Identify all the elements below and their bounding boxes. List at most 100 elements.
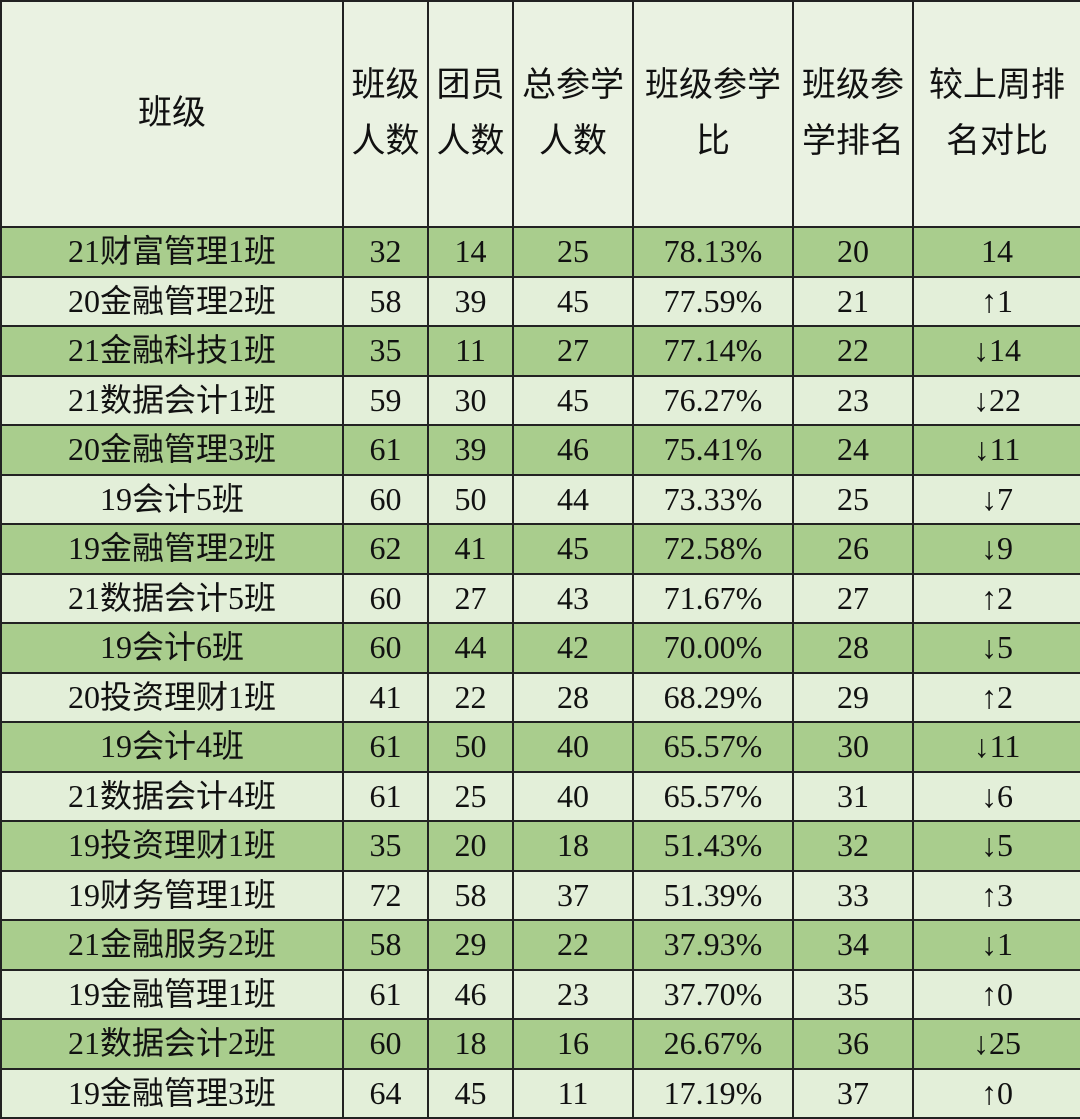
table-cell: 58: [427, 869, 514, 921]
table-cell: 34: [792, 919, 914, 971]
table-cell: 72.58%: [632, 523, 794, 575]
table-cell: 19金融管理1班: [0, 968, 344, 1020]
table-cell: 61: [342, 721, 429, 773]
table-cell: 41: [342, 671, 429, 723]
table-cell: 58: [342, 919, 429, 971]
table-cell: 60: [342, 1018, 429, 1070]
table-cell: 30: [792, 721, 914, 773]
table-row: 19投资理财1班 35 20 18 51.43% 32 ↓5: [0, 820, 1080, 872]
table-cell: 51.43%: [632, 820, 794, 872]
table-cell: 58: [342, 275, 429, 327]
table-cell: ↓9: [912, 523, 1080, 575]
table-cell: 46: [512, 424, 634, 476]
table-cell: 20: [792, 226, 914, 278]
table-cell: 37.70%: [632, 968, 794, 1020]
table-row: 21数据会计4班 61 25 40 65.57% 31 ↓6: [0, 770, 1080, 822]
table-cell: 21金融服务2班: [0, 919, 344, 971]
table-row: 21数据会计5班 60 27 43 71.67% 27 ↑2: [0, 572, 1080, 624]
table-cell: 19金融管理3班: [0, 1067, 344, 1119]
table-cell: 71.67%: [632, 572, 794, 624]
table-cell: 35: [342, 325, 429, 377]
table-cell: 25: [512, 226, 634, 278]
table-cell: 28: [512, 671, 634, 723]
table-cell: 18: [512, 820, 634, 872]
table-cell: ↑0: [912, 968, 1080, 1020]
table-row: 21金融服务2班 58 29 22 37.93% 34 ↓1: [0, 919, 1080, 971]
table-cell: 60: [342, 622, 429, 674]
header-cell: 班级人数: [342, 0, 429, 228]
table-cell: 40: [512, 721, 634, 773]
header-cell: 较上周排名对比: [912, 0, 1080, 228]
table-cell: ↓6: [912, 770, 1080, 822]
table-cell: 21数据会计1班: [0, 374, 344, 426]
table-cell: 78.13%: [632, 226, 794, 278]
table-row: 19财务管理1班 72 58 37 51.39% 33 ↑3: [0, 869, 1080, 921]
table-cell: 22: [792, 325, 914, 377]
table-cell: 30: [427, 374, 514, 426]
table-cell: 18: [427, 1018, 514, 1070]
table-cell: 64: [342, 1067, 429, 1119]
table-cell: 11: [427, 325, 514, 377]
table-cell: 45: [512, 374, 634, 426]
table-cell: ↑3: [912, 869, 1080, 921]
table-cell: 16: [512, 1018, 634, 1070]
table-cell: 35: [792, 968, 914, 1020]
table-cell: 20金融管理2班: [0, 275, 344, 327]
table-cell: 19金融管理2班: [0, 523, 344, 575]
table-cell: 45: [427, 1067, 514, 1119]
table-row: 21金融科技1班 35 11 27 77.14% 22 ↓14: [0, 325, 1080, 377]
table-cell: 21金融科技1班: [0, 325, 344, 377]
table-cell: 45: [512, 275, 634, 327]
table-row: 20金融管理2班 58 39 45 77.59% 21 ↑1: [0, 275, 1080, 327]
table-cell: 77.14%: [632, 325, 794, 377]
table-cell: ↓22: [912, 374, 1080, 426]
table-row: 19会计5班 60 50 44 73.33% 25 ↓7: [0, 473, 1080, 525]
table-cell: 39: [427, 275, 514, 327]
table-row: 20金融管理3班 61 39 46 75.41% 24 ↓11: [0, 424, 1080, 476]
header-cell: 团员人数: [427, 0, 514, 228]
table-row: 19金融管理1班 61 46 23 37.70% 35 ↑0: [0, 968, 1080, 1020]
table-cell: ↓1: [912, 919, 1080, 971]
table-cell: ↓25: [912, 1018, 1080, 1070]
table-cell: 37.93%: [632, 919, 794, 971]
table-cell: 44: [512, 473, 634, 525]
table-cell: 20投资理财1班: [0, 671, 344, 723]
table-cell: ↓11: [912, 424, 1080, 476]
table-cell: 37: [512, 869, 634, 921]
table-row: 20投资理财1班 41 22 28 68.29% 29 ↑2: [0, 671, 1080, 723]
header-cell: 班级: [0, 0, 344, 228]
table-cell: ↑2: [912, 671, 1080, 723]
table-cell: 33: [792, 869, 914, 921]
table-cell: 24: [792, 424, 914, 476]
table-cell: ↓11: [912, 721, 1080, 773]
table-body: 21财富管理1班 32 14 25 78.13% 20 14 20金融管理2班 58 39 45 77…: [0, 226, 1080, 1119]
table-cell: 65.57%: [632, 770, 794, 822]
table-cell: 37: [792, 1067, 914, 1119]
table-cell: ↑1: [912, 275, 1080, 327]
header-cell: 班级参学比: [632, 0, 794, 228]
table-cell: 19投资理财1班: [0, 820, 344, 872]
table-cell: 20: [427, 820, 514, 872]
table-cell: 61: [342, 968, 429, 1020]
table-row: 19金融管理2班 62 41 45 72.58% 26 ↓9: [0, 523, 1080, 575]
table-cell: 14: [912, 226, 1080, 278]
table-row: 19金融管理3班 64 45 11 17.19% 37 ↑0: [0, 1067, 1080, 1119]
table-cell: ↑2: [912, 572, 1080, 624]
table-cell: 31: [792, 770, 914, 822]
table-row: 21财富管理1班 32 14 25 78.13% 20 14: [0, 226, 1080, 278]
table-cell: 46: [427, 968, 514, 1020]
table-cell: 72: [342, 869, 429, 921]
table-cell: 42: [512, 622, 634, 674]
table-cell: 28: [792, 622, 914, 674]
table-row: 21数据会计2班 60 18 16 26.67% 36 ↓25: [0, 1018, 1080, 1070]
table-cell: 26: [792, 523, 914, 575]
table-cell: 21财富管理1班: [0, 226, 344, 278]
table-cell: ↑0: [912, 1067, 1080, 1119]
table-cell: 27: [792, 572, 914, 624]
table-cell: 70.00%: [632, 622, 794, 674]
table-cell: ↓5: [912, 820, 1080, 872]
table-cell: 41: [427, 523, 514, 575]
table-cell: 29: [792, 671, 914, 723]
table-cell: 21数据会计4班: [0, 770, 344, 822]
